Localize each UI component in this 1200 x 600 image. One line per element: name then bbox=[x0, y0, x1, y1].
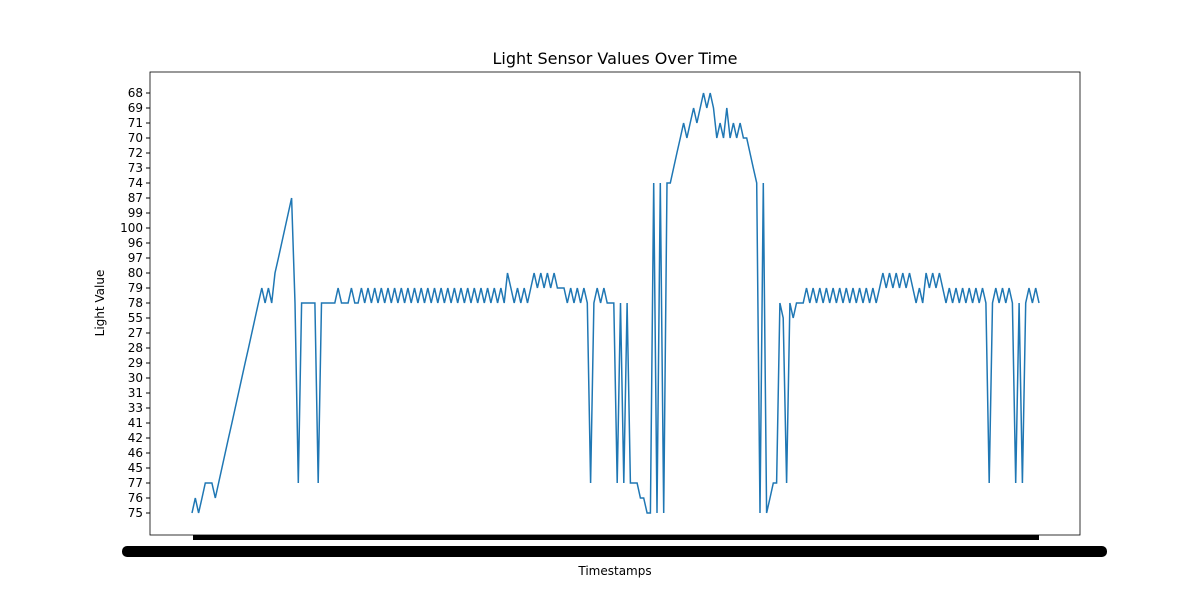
y-tick-label: 70 bbox=[128, 131, 143, 145]
y-tick-label: 74 bbox=[128, 176, 143, 190]
series-line bbox=[191, 92, 1040, 514]
y-tick-label: 31 bbox=[128, 386, 143, 400]
plot-area: 7576774546424133313029282755787980979610… bbox=[120, 71, 1107, 557]
y-axis-ticks: 7576774546424133313029282755787980979610… bbox=[120, 86, 150, 520]
y-tick-label: 30 bbox=[128, 371, 143, 385]
y-tick-label: 71 bbox=[128, 116, 143, 130]
y-tick-label: 33 bbox=[128, 401, 143, 415]
y-tick-label: 72 bbox=[128, 146, 143, 160]
y-tick-label: 78 bbox=[128, 296, 143, 310]
y-axis-label: Light Value bbox=[93, 270, 107, 337]
y-tick-label: 80 bbox=[128, 266, 143, 280]
x-tick-labels-overlapped bbox=[122, 546, 1107, 557]
y-tick-label: 27 bbox=[128, 326, 143, 340]
y-tick-label: 41 bbox=[128, 416, 143, 430]
y-tick-label: 100 bbox=[120, 221, 143, 235]
y-tick-label: 46 bbox=[128, 446, 143, 460]
y-tick-label: 87 bbox=[128, 191, 143, 205]
y-tick-label: 76 bbox=[128, 491, 143, 505]
y-tick-label: 29 bbox=[128, 356, 143, 370]
y-tick-label: 42 bbox=[128, 431, 143, 445]
y-tick-label: 73 bbox=[128, 161, 143, 175]
y-tick-label: 75 bbox=[128, 506, 143, 520]
y-tick-label: 97 bbox=[128, 251, 143, 265]
axes-frame bbox=[149, 71, 1081, 536]
y-tick-label: 69 bbox=[128, 101, 143, 115]
chart-title: Light Sensor Values Over Time bbox=[492, 49, 737, 68]
x-axis-label: Timestamps bbox=[577, 564, 651, 578]
x-tick-marks bbox=[193, 535, 1039, 540]
y-tick-label: 28 bbox=[128, 341, 143, 355]
x-axis-ticks bbox=[122, 535, 1107, 557]
y-tick-label: 45 bbox=[128, 461, 143, 475]
y-tick-label: 99 bbox=[128, 206, 143, 220]
y-tick-label: 79 bbox=[128, 281, 143, 295]
y-tick-label: 77 bbox=[128, 476, 143, 490]
y-tick-label: 96 bbox=[128, 236, 143, 250]
y-tick-label: 55 bbox=[128, 311, 143, 325]
y-tick-label: 68 bbox=[128, 86, 143, 100]
